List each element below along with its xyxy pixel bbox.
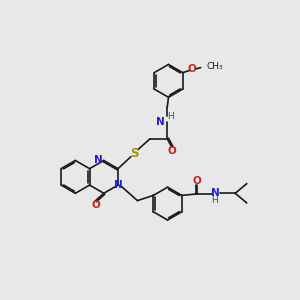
Text: N: N (94, 155, 103, 166)
Text: N: N (114, 180, 122, 190)
Text: N: N (211, 188, 219, 198)
Text: O: O (167, 146, 176, 156)
Text: O: O (188, 64, 197, 74)
Text: O: O (91, 200, 100, 210)
Text: H: H (212, 196, 218, 205)
Text: H: H (167, 112, 174, 121)
Text: S: S (130, 147, 139, 160)
Text: N: N (156, 117, 165, 127)
Text: CH₃: CH₃ (207, 62, 223, 71)
Text: O: O (193, 176, 202, 186)
